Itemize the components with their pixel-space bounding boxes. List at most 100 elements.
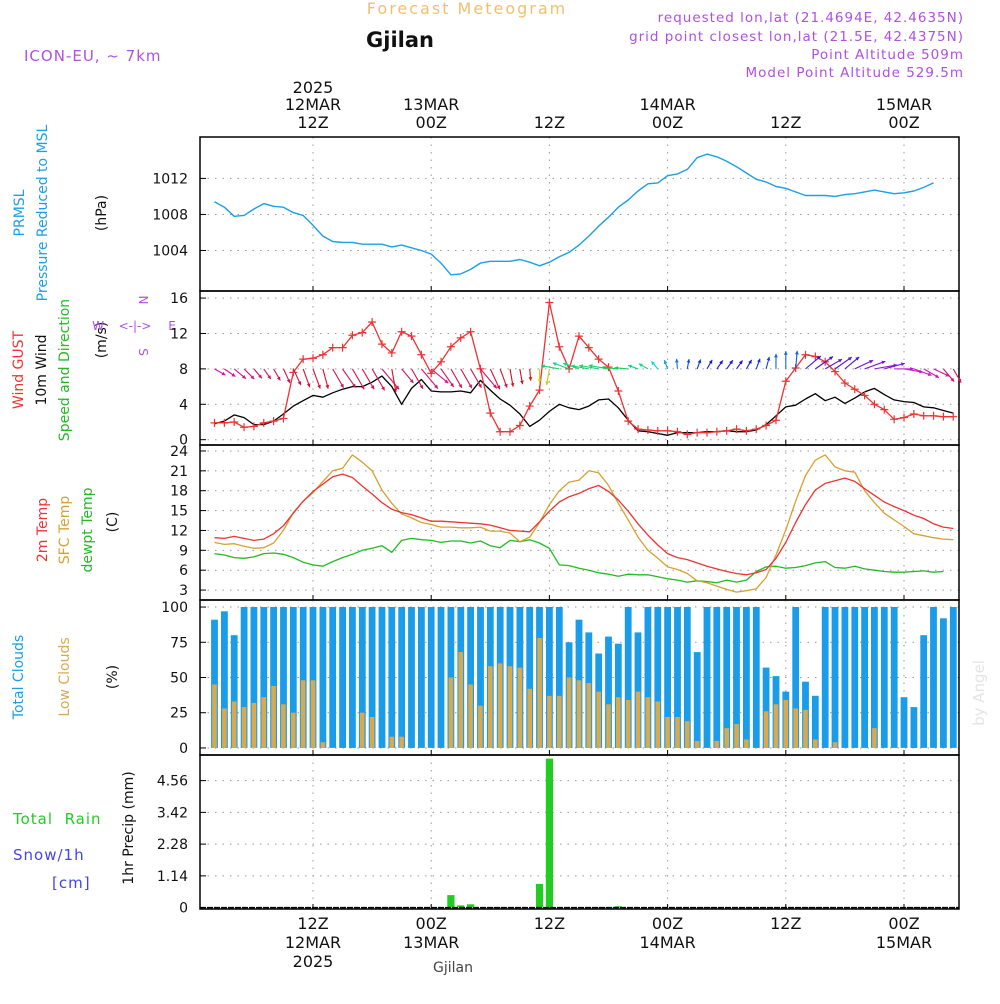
wind-direction-label: Speed and Direction <box>57 299 73 441</box>
low-clouds-bar <box>656 702 661 749</box>
gust-marker <box>496 428 504 436</box>
ytick-label: 50 <box>170 671 188 687</box>
gust-marker <box>555 343 563 351</box>
header-model-alt: Model Point Altitude 529.5m <box>746 65 964 81</box>
total-clouds-bar <box>379 607 386 748</box>
gust-marker <box>703 429 711 437</box>
ytick-label: 100 <box>161 600 188 616</box>
wind-direction-arrowhead <box>767 357 771 361</box>
gust-marker <box>467 328 475 336</box>
gust-marker <box>506 428 514 436</box>
total-clouds-bar <box>723 607 730 748</box>
ytick-label: 24 <box>170 444 188 460</box>
top-time-label: 00Z <box>652 113 683 132</box>
total-clouds-bar <box>713 607 720 748</box>
low-clouds-bar <box>271 686 276 748</box>
bottom-time-label: 12Z <box>297 914 328 933</box>
pressure-unit: (hPa) <box>94 195 110 231</box>
temp-unit: (C) <box>105 512 121 533</box>
low-clouds-bar <box>813 740 818 749</box>
low-clouds-bar <box>774 704 779 748</box>
bottom-time-label: 2025 <box>293 952 334 971</box>
total-clouds-label: Total Clouds <box>11 635 27 720</box>
gust-marker <box>211 419 219 427</box>
top-time-label: 12Z <box>770 113 801 132</box>
low-clouds-bar <box>606 704 611 748</box>
top-time-label: 12Z <box>534 113 565 132</box>
total-clouds-bar <box>891 607 898 748</box>
total-clouds-bar <box>339 607 346 748</box>
low-clouds-bar <box>557 696 562 748</box>
low-clouds-bar <box>468 685 473 748</box>
precip-labels: Total Rain Snow/1h [cm] 1hr Precip (mm) <box>12 771 137 892</box>
watermark: by Angel <box>970 660 988 726</box>
gust-marker <box>939 413 947 421</box>
low-clouds-bar <box>764 711 769 748</box>
temp-labels: 2m Temp SFC Temp dewpt Temp (C) <box>35 487 121 572</box>
sfc-temp-line <box>215 455 954 592</box>
gust-marker <box>398 328 406 336</box>
low-clouds-bar <box>458 652 463 748</box>
temp-sfc-label: SFC Temp <box>57 496 73 565</box>
pressure-label-prmsl: PRMSL <box>12 189 28 236</box>
compass-west: W <box>92 319 104 333</box>
gust-marker <box>260 419 268 427</box>
low-clouds-bar <box>321 742 326 748</box>
clouds-unit: (%) <box>105 665 121 689</box>
low-clouds-bar <box>252 703 257 748</box>
wind-direction-arrowhead <box>601 366 605 370</box>
wind-direction-arrowhead <box>675 359 679 363</box>
low-clouds-bar <box>793 709 798 749</box>
total-clouds-bar <box>694 652 701 748</box>
ytick-label: 0 <box>179 901 188 917</box>
panel-frame <box>200 755 959 909</box>
ytick-label: 4.56 <box>157 774 188 790</box>
total-clouds-bar <box>822 607 829 748</box>
total-clouds-bar <box>901 697 908 748</box>
total-clouds-bar <box>911 707 918 748</box>
low-clouds-bar <box>744 740 749 749</box>
top-time-label: 00Z <box>416 113 447 132</box>
gust-marker <box>516 422 524 430</box>
low-clouds-bar <box>547 696 552 748</box>
dewpoint-line <box>215 538 944 582</box>
low-clouds-bar <box>498 663 503 748</box>
precip-ylabel: 1hr Precip (mm) <box>121 771 137 884</box>
gust-marker <box>723 427 731 435</box>
ytick-label: 4 <box>179 397 188 413</box>
low-clouds-bar <box>537 638 542 748</box>
gust-marker <box>664 427 672 435</box>
bottom-time-label: 12Z <box>534 914 565 933</box>
low-clouds-bar <box>715 741 720 748</box>
compass-north: N <box>136 296 150 305</box>
bottom-time-label: 00Z <box>652 914 683 933</box>
wind-direction-arrowhead <box>901 362 905 366</box>
low-clouds-bar <box>646 697 651 748</box>
rain-bar <box>536 884 543 908</box>
ytick-label: 12 <box>170 326 188 342</box>
gust-marker <box>910 410 918 418</box>
total-clouds-bar <box>950 607 957 748</box>
gust-marker <box>920 412 928 420</box>
total-clouds-bar <box>428 607 435 748</box>
bottom-time-label: 14MAR <box>639 933 695 952</box>
low-clouds-bar <box>488 666 493 748</box>
header-grid: grid point closest lon,lat (21.5E, 42.43… <box>629 29 964 45</box>
bottom-time-label: 12Z <box>770 914 801 933</box>
gust-marker <box>486 409 494 417</box>
header-requested: requested lon,lat (21.4694E, 42.4635N) <box>658 10 964 26</box>
low-clouds-bar <box>242 707 247 748</box>
total-clouds-bar <box>320 607 327 748</box>
rain-bar <box>447 895 454 908</box>
wind-direction-arrowhead <box>774 354 778 358</box>
low-clouds-bar <box>724 728 729 748</box>
low-clouds-bar <box>626 700 631 748</box>
top-time-label: 13MAR <box>403 95 459 114</box>
total-clouds-bar <box>743 607 750 748</box>
ytick-label: 21 <box>170 464 188 480</box>
total-clouds-bar <box>940 618 947 748</box>
wind-speed-line <box>215 376 954 435</box>
low-clouds-bar <box>261 697 266 748</box>
low-clouds-label: Low Clouds <box>57 637 73 716</box>
